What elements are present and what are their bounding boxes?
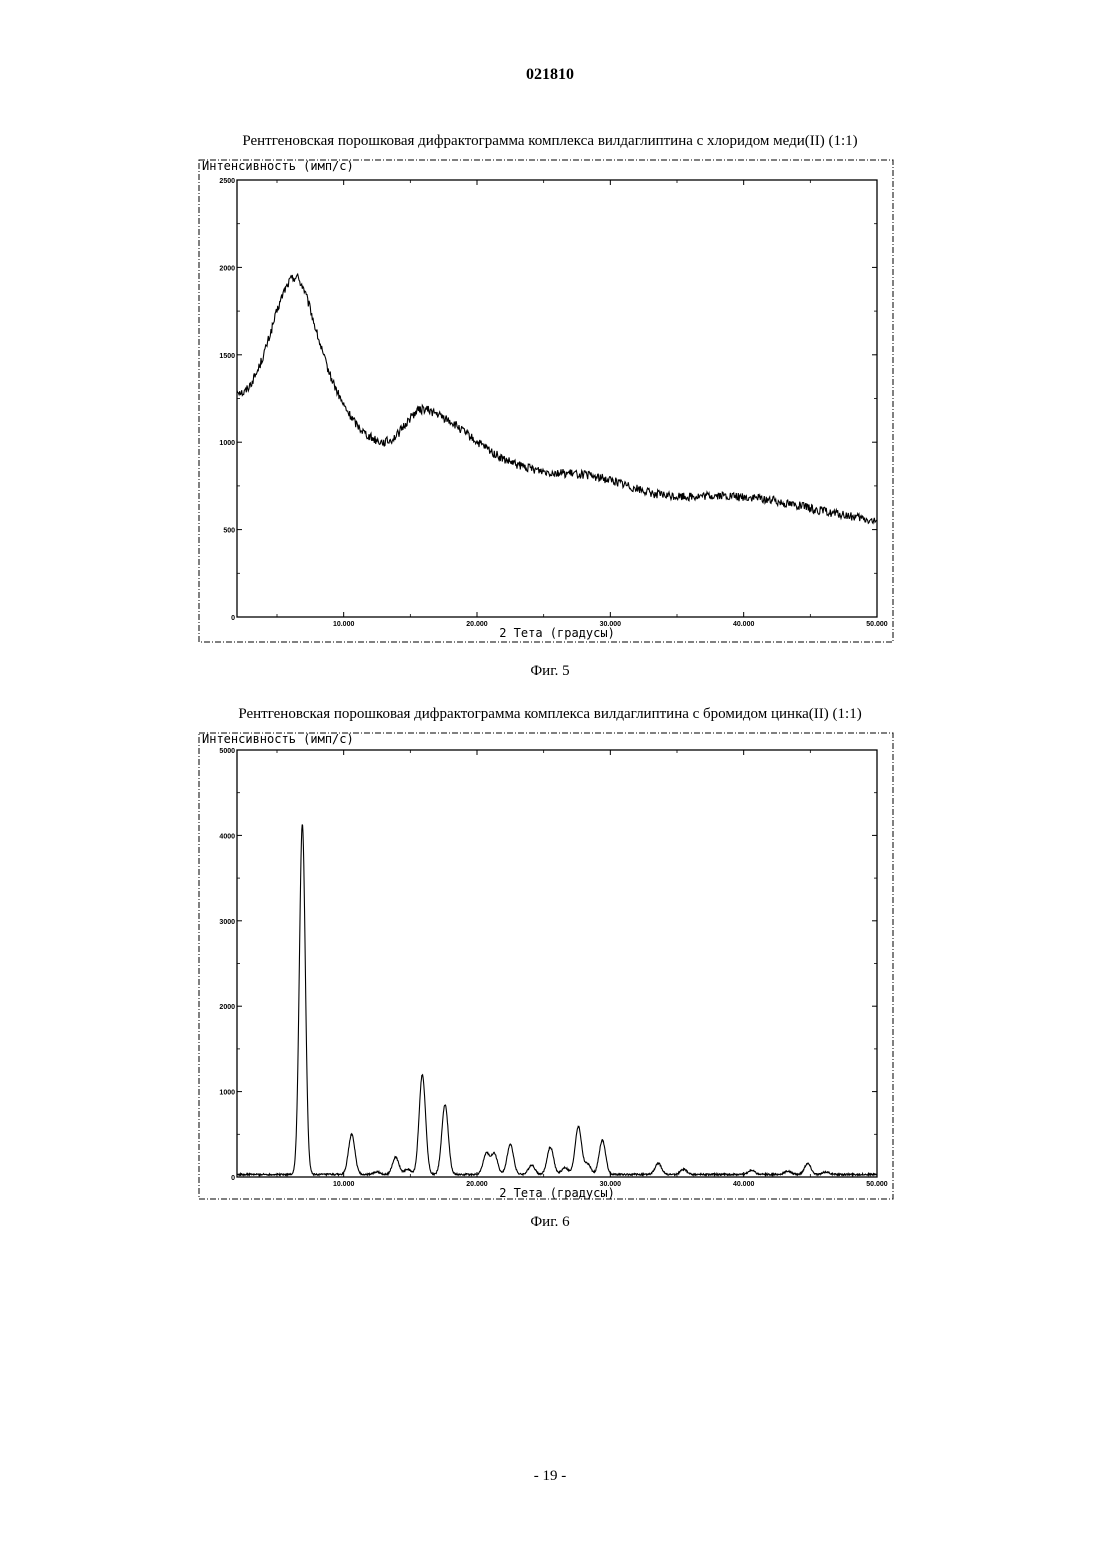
figure-5-chart: Интенсивность (имп/с) 0 500 1000 1500 2000 250… [196,157,896,645]
figure-6-label: Фиг. 6 [0,1214,1100,1231]
figure-6-title: Рентгеновская порошковая дифрактограмма … [0,706,1100,723]
x-tick-label: 20.000 [466,1181,488,1188]
y-tick-label: 3000 [219,919,235,926]
y-tick-label: 1500 [219,353,235,360]
y-tick-label: 5000 [219,748,235,755]
x-axis-title: 2 Тета (градусы) [499,1186,615,1200]
plot-frame [237,750,877,1177]
outer-frame [199,733,893,1199]
x-tick-label: 10.000 [333,621,355,628]
data-series-line [237,825,877,1176]
y-tick-label: 4000 [219,833,235,840]
y-axis-title: Интенсивность (имп/с) [202,159,354,173]
data-series-line [237,274,877,523]
x-axis-title: 2 Тета (градусы) [499,626,615,640]
figure-5-title: Рентгеновская порошковая дифрактограмма … [0,133,1100,150]
y-tick-label: 2000 [219,265,235,272]
y-tick-label: 2000 [219,1004,235,1011]
y-tick-label: 1000 [219,1090,235,1097]
x-tick-label: 10.000 [333,1181,355,1188]
chart-5-svg: Интенсивность (имп/с) 0 500 1000 1500 2000 250… [196,157,896,645]
figure-6-chart: Интенсивность (имп/с) 0 1000 2000 3000 4000 50… [196,730,896,1202]
page-number: - 19 - [0,1468,1100,1485]
x-tick-label: 50.000 [866,621,888,628]
outer-frame [199,160,893,642]
y-tick-label: 1000 [219,440,235,447]
x-tick-label: 40.000 [733,1181,755,1188]
chart-6-svg: Интенсивность (имп/с) 0 1000 2000 3000 4000 50… [196,730,896,1202]
figure-5-label: Фиг. 5 [0,663,1100,680]
document-number: 021810 [0,66,1100,84]
y-tick-label: 0 [231,1175,235,1182]
x-tick-label: 20.000 [466,621,488,628]
y-tick-label: 500 [223,528,235,535]
y-tick-label: 2500 [219,178,235,185]
y-tick-label: 0 [231,615,235,622]
x-tick-label: 50.000 [866,1181,888,1188]
y-axis-title: Интенсивность (имп/с) [202,732,354,746]
plot-frame [237,180,877,617]
x-tick-label: 40.000 [733,621,755,628]
